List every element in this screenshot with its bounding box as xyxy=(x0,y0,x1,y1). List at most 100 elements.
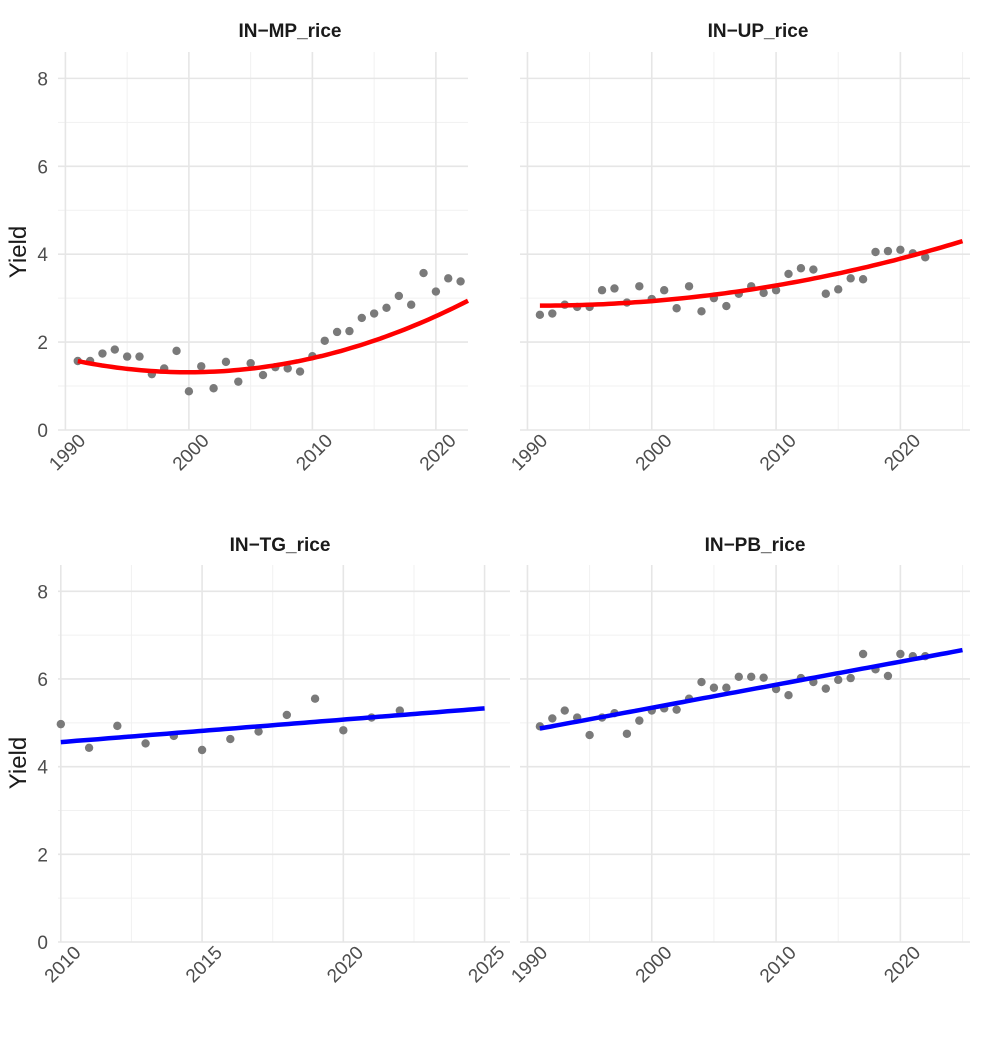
data-point xyxy=(369,309,379,318)
data-point xyxy=(113,721,122,731)
panel-title: IN−PB_rice xyxy=(705,535,806,556)
x-tick-label: 2000 xyxy=(632,942,677,987)
x-tick-label: 2010 xyxy=(292,430,337,475)
panel-in-mp-rice: IN−MP_rice Yield 0 2 4 6 8 1990 2000 2010 2020 xyxy=(5,21,470,475)
data-point xyxy=(295,367,305,376)
data-point xyxy=(122,352,132,361)
gridlines xyxy=(58,52,468,431)
data-point xyxy=(635,282,644,291)
data-point xyxy=(921,253,930,262)
trend-line xyxy=(539,238,964,308)
data-point xyxy=(896,649,905,659)
data-point xyxy=(395,706,405,715)
data-point xyxy=(84,743,94,753)
y-tick-label: 4 xyxy=(37,245,48,266)
x-tick-label: 2020 xyxy=(416,430,461,475)
data-point xyxy=(431,287,441,296)
trend-line xyxy=(60,706,485,745)
data-point xyxy=(456,277,465,286)
data-point xyxy=(444,274,453,283)
y-tick-label: 6 xyxy=(37,157,48,178)
data-point xyxy=(858,275,868,284)
gridlines xyxy=(58,565,510,943)
data-point xyxy=(610,284,619,293)
x-tick-label: 2020 xyxy=(880,430,925,475)
data-point xyxy=(672,304,681,313)
trend-line xyxy=(539,647,963,731)
data-point xyxy=(722,683,731,692)
panel-title: IN−TG_rice xyxy=(230,535,331,556)
data-point xyxy=(246,358,255,368)
x-tick-label: 2015 xyxy=(182,942,227,987)
data-point xyxy=(258,370,268,380)
data-point xyxy=(784,690,793,700)
data-point xyxy=(548,309,557,318)
gridlines xyxy=(520,565,970,943)
y-tick-label: 6 xyxy=(37,670,48,691)
data-point xyxy=(560,706,569,715)
data-point xyxy=(98,349,107,358)
data-point xyxy=(406,300,416,309)
data-point xyxy=(834,285,843,294)
x-tick-label: 2010 xyxy=(756,942,801,987)
trend-line xyxy=(77,298,470,375)
data-point xyxy=(221,357,231,367)
y-tick-label: 2 xyxy=(37,845,48,866)
data-point xyxy=(226,734,235,744)
panel-title: IN−MP_rice xyxy=(239,21,342,42)
y-axis-title: Yield xyxy=(5,737,32,789)
y-tick-label: 4 xyxy=(37,758,48,779)
data-point xyxy=(846,274,855,283)
panel-in-up-rice: IN−UP_rice 1990 2000 2010 2020 xyxy=(507,21,970,475)
data-point xyxy=(197,362,206,371)
data-point xyxy=(896,245,905,254)
data-point xyxy=(197,745,207,755)
gridlines xyxy=(520,52,970,431)
data-point xyxy=(394,291,404,301)
panel-in-pb-rice: IN−PB_rice 1990 2000 2010 2020 xyxy=(507,535,970,987)
data-point xyxy=(722,301,731,311)
data-point xyxy=(184,387,194,396)
data-point xyxy=(110,345,120,354)
data-point xyxy=(883,671,893,681)
data-point xyxy=(747,672,756,681)
y-tick-label: 8 xyxy=(37,69,48,90)
data-point xyxy=(141,739,150,748)
data-point xyxy=(734,672,743,681)
data-point xyxy=(56,719,66,729)
x-tick-label: 2000 xyxy=(169,430,214,475)
x-tick-label: 1990 xyxy=(507,942,552,987)
data-point xyxy=(282,710,292,720)
x-tick-label: 2020 xyxy=(880,942,925,987)
data-point xyxy=(684,282,694,291)
x-tick-label: 2010 xyxy=(756,430,801,475)
y-axis-title: Yield xyxy=(5,226,32,278)
data-point xyxy=(697,307,706,316)
data-point xyxy=(659,286,669,295)
data-point xyxy=(419,268,428,278)
data-point xyxy=(234,377,243,386)
data-point xyxy=(135,352,144,361)
data-point xyxy=(809,265,818,274)
data-point xyxy=(709,683,719,692)
x-tick-label: 2025 xyxy=(465,942,510,987)
data-point xyxy=(382,303,391,313)
x-tick-label: 1990 xyxy=(45,430,90,475)
data-point xyxy=(172,346,181,356)
data-point xyxy=(357,313,366,323)
data-point xyxy=(672,705,681,714)
data-point xyxy=(622,729,632,738)
data-point xyxy=(209,384,218,393)
y-tick-label: 0 xyxy=(37,933,48,954)
x-tick-label: 2000 xyxy=(632,430,677,475)
data-point xyxy=(332,327,342,337)
data-point xyxy=(548,714,557,723)
data-point xyxy=(846,673,855,683)
data-point xyxy=(821,289,831,298)
data-point xyxy=(883,246,893,256)
data-point xyxy=(310,694,320,703)
data-point xyxy=(320,336,329,345)
y-tick-label: 2 xyxy=(37,333,48,354)
